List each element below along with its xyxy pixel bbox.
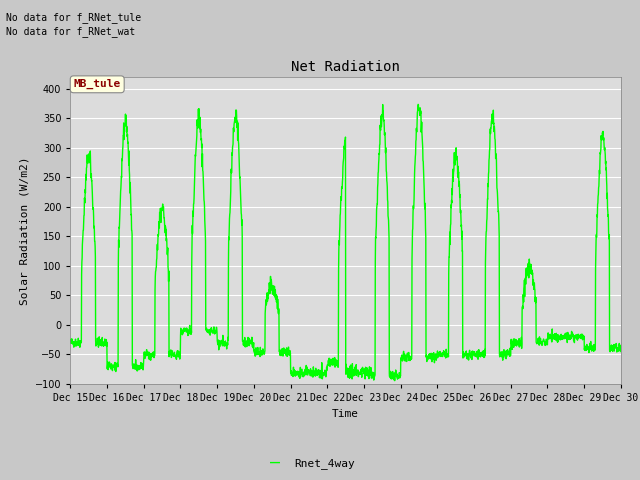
Text: MB_tule: MB_tule [74, 79, 121, 89]
Text: Rnet_4way: Rnet_4way [294, 458, 355, 468]
Text: No data for f_RNet_wat: No data for f_RNet_wat [6, 26, 136, 37]
Y-axis label: Solar Radiation (W/m2): Solar Radiation (W/m2) [19, 156, 29, 305]
Text: —: — [270, 454, 280, 472]
Text: No data for f_RNet_tule: No data for f_RNet_tule [6, 12, 141, 23]
X-axis label: Time: Time [332, 408, 359, 419]
Title: Net Radiation: Net Radiation [291, 60, 400, 74]
